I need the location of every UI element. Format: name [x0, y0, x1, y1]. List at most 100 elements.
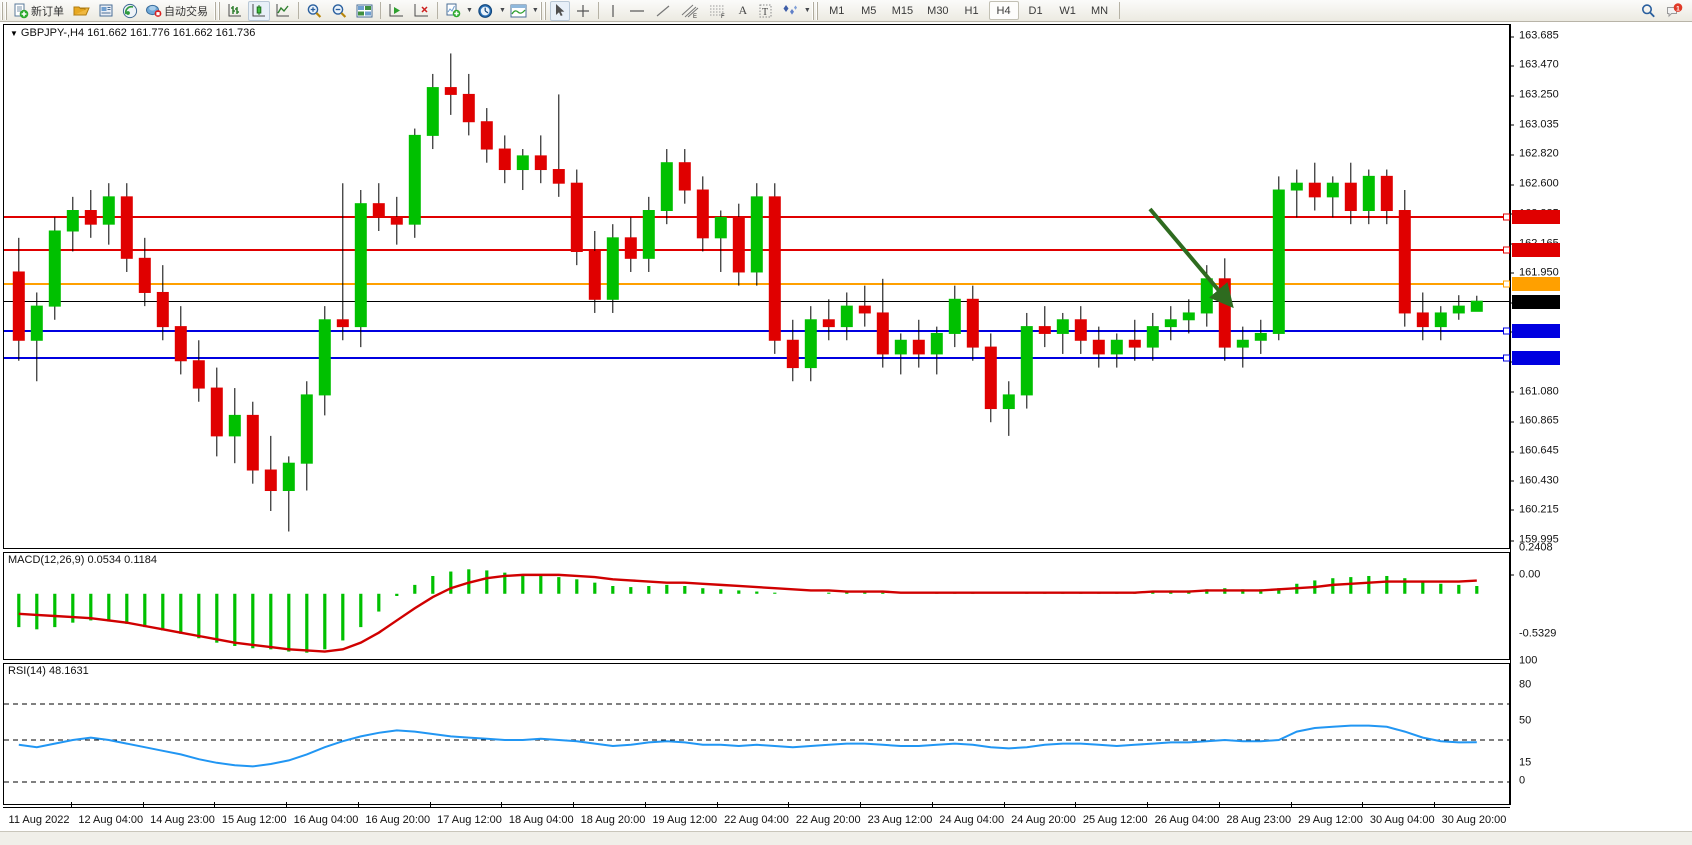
time-axis[interactable]: 11 Aug 2022 12 Aug 04:00 14 Aug 23:00 15 Au…	[3, 802, 1510, 837]
text-label-button[interactable]: T	[755, 1, 776, 21]
toolbar-separator-5	[1118, 2, 1120, 19]
price-tag-support-level-2[interactable]: 161.326	[1503, 351, 1560, 366]
svg-text:F: F	[721, 14, 725, 19]
level-handle[interactable]	[1503, 354, 1510, 362]
shapes-button[interactable]	[778, 1, 802, 21]
period-button[interactable]	[474, 1, 497, 21]
autotrade-icon	[146, 4, 162, 17]
price-tick-14: 160.645	[1510, 445, 1559, 457]
rsi-pane[interactable]: RSI(14) 48.1631	[3, 663, 1510, 805]
time-label-7: 18 Aug 04:00	[508, 814, 574, 826]
price-tag-pending-level[interactable]: 161.871	[1503, 276, 1560, 291]
new-order-icon	[14, 3, 29, 18]
text-button[interactable]: A	[733, 1, 753, 21]
candlestick-chart-button[interactable]	[248, 0, 270, 21]
equidistant-channel-icon: E	[681, 4, 699, 19]
toolbar-grip-4[interactable]	[811, 1, 819, 20]
search-icon	[1642, 3, 1655, 17]
current-price-line	[4, 301, 1509, 303]
bar-chart-button[interactable]	[224, 1, 246, 21]
chart-area[interactable]: ▼ GBPJPY-,H4 161.662 161.776 161.662 161.…	[0, 22, 1692, 845]
support-line-1[interactable]	[4, 330, 1509, 333]
signal-icon	[122, 3, 138, 18]
time-label-19: 30 Aug 04:00	[1369, 814, 1435, 826]
period-dropdown-caret[interactable]: ▼	[498, 7, 506, 14]
level-handle[interactable]	[1503, 213, 1510, 221]
main-toolbar[interactable]: 新订单 自动交易	[0, 0, 1692, 22]
new-order-button[interactable]: 新订单	[11, 1, 68, 21]
level-handle[interactable]	[1503, 327, 1510, 335]
news-button[interactable]	[95, 1, 117, 21]
indicators-icon	[446, 3, 461, 18]
cursor-button[interactable]	[549, 0, 570, 21]
time-tick-sep-11	[788, 802, 790, 808]
price-scale[interactable]: 163.685 163.470 163.250 163.035 162.820 162.6…	[1503, 24, 1692, 805]
price-tick-12: 161.080	[1510, 386, 1559, 397]
templates-button[interactable]	[507, 1, 530, 21]
time-label-8: 18 Aug 20:00	[580, 814, 646, 826]
crosshair-button[interactable]	[572, 1, 594, 21]
chart-menu-caret-icon[interactable]: ▼	[10, 29, 18, 38]
fibonacci-button[interactable]: F	[705, 1, 731, 21]
folder-button[interactable]	[70, 1, 93, 21]
equidistant-channel-button[interactable]: E	[677, 1, 703, 21]
trendline-icon	[656, 5, 670, 16]
price-axis-line	[1510, 24, 1511, 805]
timeframe-h4[interactable]: H4	[988, 1, 1019, 20]
price-tick-17: 159.995	[1510, 534, 1559, 546]
toolbar-grip[interactable]	[1, 1, 8, 20]
horizontal-line-icon	[629, 9, 644, 12]
vertical-line-button[interactable]	[603, 1, 623, 21]
trendline-button[interactable]	[651, 1, 675, 21]
timeframe-mn[interactable]: MN	[1091, 4, 1109, 17]
price-tag-value: 161.871	[1516, 276, 1556, 289]
support-line-2[interactable]	[4, 357, 1509, 360]
timeframe-m1[interactable]: M1	[829, 4, 845, 17]
rsi-tick-1: 80	[1519, 678, 1532, 691]
indicators-button[interactable]	[442, 1, 464, 21]
auto-scroll-button[interactable]	[385, 1, 408, 21]
autotrade-button[interactable]: 自动交易	[143, 1, 212, 21]
price-pane[interactable]: ▼ GBPJPY-,H4 161.662 161.776 161.662 161.…	[3, 24, 1510, 549]
search-button[interactable]	[1637, 1, 1660, 21]
shapes-dropdown-caret[interactable]: ▼	[803, 7, 811, 14]
templates-dropdown-caret[interactable]: ▼	[531, 7, 539, 14]
zoom-out-button[interactable]	[328, 1, 351, 21]
time-tick-sep-9	[644, 802, 646, 808]
notification-button[interactable]: 1	[1662, 1, 1686, 21]
signal-button[interactable]	[119, 1, 141, 21]
indicators-dropdown-caret[interactable]: ▼	[466, 7, 473, 14]
timeframe-d1[interactable]: D1	[1028, 4, 1043, 17]
price-tag-current-price[interactable]: 161.736	[1512, 295, 1560, 310]
new-order-label: 新订单	[31, 5, 64, 18]
time-tick-sep-4	[286, 802, 287, 808]
timeframe-w1[interactable]: W1	[1059, 4, 1076, 17]
toolbar-grip-3[interactable]	[539, 1, 547, 20]
rsi-tick-0: 100	[1519, 654, 1538, 667]
line-chart-button[interactable]	[272, 1, 294, 21]
timeframe-m30[interactable]: M30	[927, 4, 949, 17]
price-tag-resistance-level-1[interactable]: 162.357	[1503, 210, 1560, 225]
macd-tick-1: 0.00	[1510, 569, 1540, 580]
time-label-18: 29 Aug 12:00	[1298, 814, 1363, 826]
chart-shift-button[interactable]	[410, 1, 433, 21]
timeframe-m5[interactable]: M5	[861, 4, 877, 17]
macd-signal-line	[18, 573, 1477, 653]
level-handle[interactable]	[1503, 246, 1510, 254]
price-tick-3: 163.035	[1510, 119, 1559, 130]
price-tick-4: 162.820	[1510, 148, 1559, 160]
price-tag-support-level-1[interactable]: 161.523	[1503, 324, 1560, 339]
price-tag-resistance-level-2[interactable]: 162.121	[1503, 242, 1560, 257]
macd-series	[17, 569, 1479, 653]
macd-pane[interactable]: MACD(12,26,9) 0.0534 0.1184	[3, 552, 1510, 660]
timeframe-m15[interactable]: M15	[891, 4, 914, 17]
toolbar-grip-2[interactable]	[214, 1, 221, 20]
price-tick-13: 160.865	[1510, 415, 1559, 427]
rsi-line	[18, 724, 1477, 768]
level-handle[interactable]	[1503, 280, 1510, 288]
zoom-in-button[interactable]	[303, 1, 326, 21]
timeframe-h1[interactable]: H1	[964, 4, 979, 17]
horizontal-line-button[interactable]	[625, 1, 649, 21]
auto-scroll-icon	[389, 4, 403, 17]
chart-grid-button[interactable]	[353, 1, 376, 21]
